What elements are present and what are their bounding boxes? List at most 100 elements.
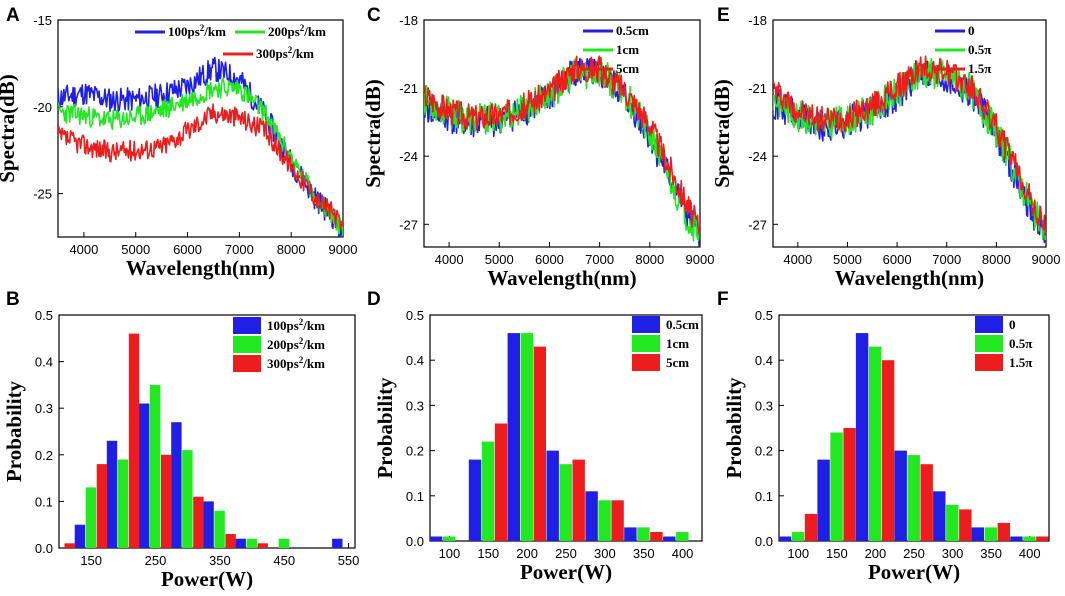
- bar-series-0-250: [139, 403, 150, 548]
- x-tick-label: 150: [826, 546, 848, 561]
- bar-series-2-150: [843, 428, 856, 541]
- series-line-0: [58, 56, 343, 237]
- bar-series-0-350: [203, 501, 214, 548]
- y-tick-label: 0.0: [406, 534, 424, 549]
- bar-series-2-350: [225, 534, 236, 548]
- bar-series-0-100: [429, 536, 443, 541]
- series-line-2: [58, 103, 343, 230]
- bar-series-2-300: [959, 509, 972, 541]
- bar-series-1-350: [637, 527, 650, 541]
- bar-series-0-350: [624, 527, 637, 541]
- bar-series-1-200: [117, 459, 129, 548]
- bar-series-0-200: [507, 333, 520, 541]
- legend-label-2: 1.5π: [1009, 355, 1032, 370]
- y-tick-label: -27: [399, 217, 418, 232]
- bar-series-1-400: [1023, 536, 1036, 541]
- bar-series-1-350: [214, 510, 225, 548]
- series-line-2: [773, 55, 1046, 236]
- legend: 0 0.5π 1.5π: [975, 316, 1032, 371]
- x-tick-label: 9000: [329, 242, 358, 257]
- x-tick-label: 200: [516, 546, 538, 561]
- x-tick-label: 100: [439, 546, 461, 561]
- legend-swatch-2: [975, 354, 1003, 371]
- y-tick-label: -24: [748, 149, 767, 164]
- chart-spectra-length: 4000 5000 6000 7000 8000 9000 -27 -24 -21 -18 Wave…: [361, 13, 714, 290]
- bar-series-2-300: [611, 500, 624, 541]
- panel-letter-e: E: [717, 5, 730, 26]
- bar-series-2-150: [96, 464, 108, 548]
- y-tick-label: 0.1: [755, 489, 773, 504]
- legend-label-1: 1cm: [616, 42, 639, 57]
- legend-label-1: 0.5π: [1009, 336, 1032, 351]
- legend-label-1: 1cm: [666, 336, 689, 351]
- x-tick-label: 6000: [173, 242, 202, 257]
- bar-series-0-200: [855, 333, 869, 541]
- bar-series-1-100: [442, 536, 456, 541]
- y-tick-label: 0.1: [406, 489, 424, 504]
- y-tick-label: -18: [399, 13, 418, 28]
- x-axis-title: Wavelength(nm): [835, 266, 984, 290]
- x-tick-label: 300: [942, 546, 964, 561]
- legend-label-1: 200ps2/km: [268, 23, 326, 39]
- chart-spectra-gvd: 4000 5000 6000 7000 8000 9000 -25 -20 -15 Wavelen…: [0, 13, 357, 280]
- x-tick-label: 5000: [121, 242, 150, 257]
- chart-probability-phase: 100 150 200 250 300 350 400 0.0 0.1 0.2 0.3 0.4 0.5 P…: [722, 308, 1050, 584]
- bar-series-1-200: [520, 333, 533, 541]
- y-tick-label: 0.3: [406, 398, 424, 413]
- bar-series-0-150: [74, 524, 86, 548]
- bar-series-2-200: [881, 360, 895, 541]
- legend-label-0: 0.5cm: [616, 23, 649, 38]
- y-axis-title: Probability: [373, 377, 397, 479]
- legend-swatch-1: [233, 336, 261, 353]
- legend-label-0: 0: [968, 23, 975, 38]
- y-tick-label: 0.4: [35, 355, 53, 370]
- bar-series-0-250: [894, 450, 907, 541]
- x-tick-label: 350: [633, 546, 655, 561]
- legend-swatch-2: [233, 355, 261, 372]
- legend-swatch-1: [975, 335, 1003, 352]
- legend-swatch-1: [632, 335, 660, 352]
- bar-series-1-350: [984, 527, 997, 541]
- x-tick-label: 6000: [535, 252, 564, 267]
- x-tick-label: 150: [80, 553, 102, 568]
- legend-label-2: 300ps2/km: [256, 45, 314, 61]
- bar-series-1-150: [85, 487, 97, 548]
- legend-label-2: 5cm: [616, 61, 639, 76]
- bar-series-0-550: [332, 538, 343, 548]
- x-tick-label: 450: [273, 553, 295, 568]
- x-tick-label: 100: [787, 546, 809, 561]
- x-tick-label: 300: [594, 546, 616, 561]
- y-tick-label: -24: [399, 149, 418, 164]
- bar-series-2-250: [161, 454, 172, 548]
- series-line-1: [424, 58, 700, 242]
- bar-series-1-300: [598, 500, 611, 541]
- bar-series-0-300: [933, 491, 946, 541]
- x-axis-title: Power(W): [161, 567, 253, 591]
- x-tick-label: 350: [209, 553, 231, 568]
- y-tick-label: -18: [748, 13, 767, 28]
- y-tick-label: 0.0: [35, 541, 53, 556]
- x-tick-label: 250: [555, 546, 577, 561]
- x-tick-label: 550: [338, 553, 360, 568]
- x-tick-label: 250: [145, 553, 167, 568]
- y-axis-title: Spectra(dB): [710, 79, 734, 188]
- legend-swatch-0: [233, 317, 261, 334]
- legend-swatch-0: [632, 316, 660, 333]
- y-axis-title: Probability: [722, 377, 746, 479]
- bar-series-1-250: [150, 384, 161, 548]
- y-tick-label: -21: [399, 81, 418, 96]
- bar-series-2-250: [920, 464, 933, 541]
- y-tick-label: 0.4: [755, 353, 773, 368]
- bar-series-0-100: [778, 536, 792, 541]
- x-tick-label: 8000: [982, 252, 1011, 267]
- x-tick-label: 9000: [1032, 252, 1061, 267]
- x-tick-label: 5000: [833, 252, 862, 267]
- x-tick-label: 8000: [635, 252, 664, 267]
- legend: 100ps2/km 200ps2/km 300ps2/km: [233, 317, 325, 372]
- x-tick-label: 4000: [435, 252, 464, 267]
- panel-letter-c: C: [367, 5, 381, 26]
- legend-label-1: 200ps2/km: [267, 336, 325, 352]
- x-tick-label: 150: [477, 546, 499, 561]
- bar-series-0-400: [235, 538, 246, 548]
